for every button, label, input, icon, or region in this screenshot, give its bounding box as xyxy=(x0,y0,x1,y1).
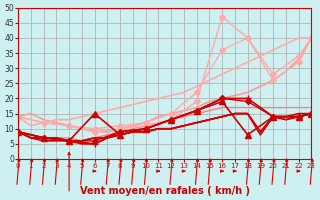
X-axis label: Vent moyen/en rafales ( km/h ): Vent moyen/en rafales ( km/h ) xyxy=(80,186,250,196)
